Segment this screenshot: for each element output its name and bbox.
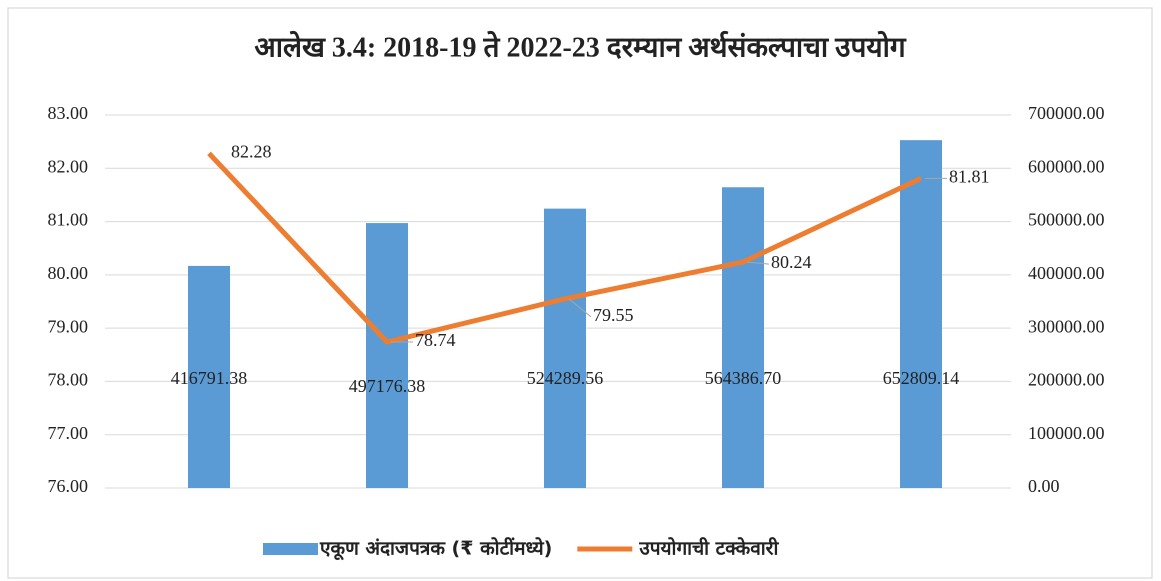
bar-value-label: 524289.56 — [527, 368, 604, 388]
leader-line — [568, 298, 592, 318]
legend-label: उपयोगाची टक्केवारी — [638, 537, 779, 560]
bar-value-label: 652809.14 — [883, 368, 960, 388]
y-tick-label: 76.00 — [48, 476, 89, 496]
y-tick-label: 81.00 — [48, 210, 89, 230]
line-series — [207, 151, 923, 345]
line-value-label: 79.55 — [593, 305, 634, 325]
y2-tick-label: 700000.00 — [1028, 103, 1105, 123]
y2-tick-label: 200000.00 — [1028, 370, 1105, 390]
bar-value-label: 416791.38 — [171, 368, 248, 388]
line-value-label: 80.24 — [771, 252, 812, 272]
y-tick-label: 78.00 — [48, 370, 89, 390]
y2-tick-label: 300000.00 — [1028, 316, 1105, 336]
chart-title: आलेख 3.4: 2018-19 ते 2022-23 दरम्यान अर्… — [254, 30, 907, 63]
bar — [722, 187, 764, 488]
y-tick-label: 79.00 — [48, 316, 89, 336]
bar-value-label: 564386.70 — [705, 368, 782, 388]
legend-swatch — [263, 543, 318, 555]
bar — [900, 140, 942, 488]
y2-tick-label: 400000.00 — [1028, 263, 1105, 283]
line-value-label: 81.81 — [949, 167, 990, 187]
y2-tick-label: 500000.00 — [1028, 210, 1105, 230]
bar — [366, 223, 408, 488]
line-value-label: 82.28 — [231, 141, 272, 161]
leader-line — [746, 261, 770, 265]
line-value-label: 78.74 — [415, 330, 456, 350]
y2-tick-label: 600000.00 — [1028, 156, 1105, 176]
y-tick-label: 83.00 — [48, 103, 89, 123]
y-tick-label: 80.00 — [48, 263, 89, 283]
y2-tick-label: 0.00 — [1028, 476, 1060, 496]
bar-value-label: 497176.38 — [349, 376, 426, 396]
bar — [544, 208, 586, 488]
y-tick-label: 82.00 — [48, 156, 89, 176]
y2-tick-label: 100000.00 — [1028, 423, 1105, 443]
bar — [188, 265, 230, 488]
legend-label: एकूण अंदाजपत्रक (₹ कोटींमध्ये) — [319, 537, 552, 561]
y-tick-label: 77.00 — [48, 423, 89, 443]
